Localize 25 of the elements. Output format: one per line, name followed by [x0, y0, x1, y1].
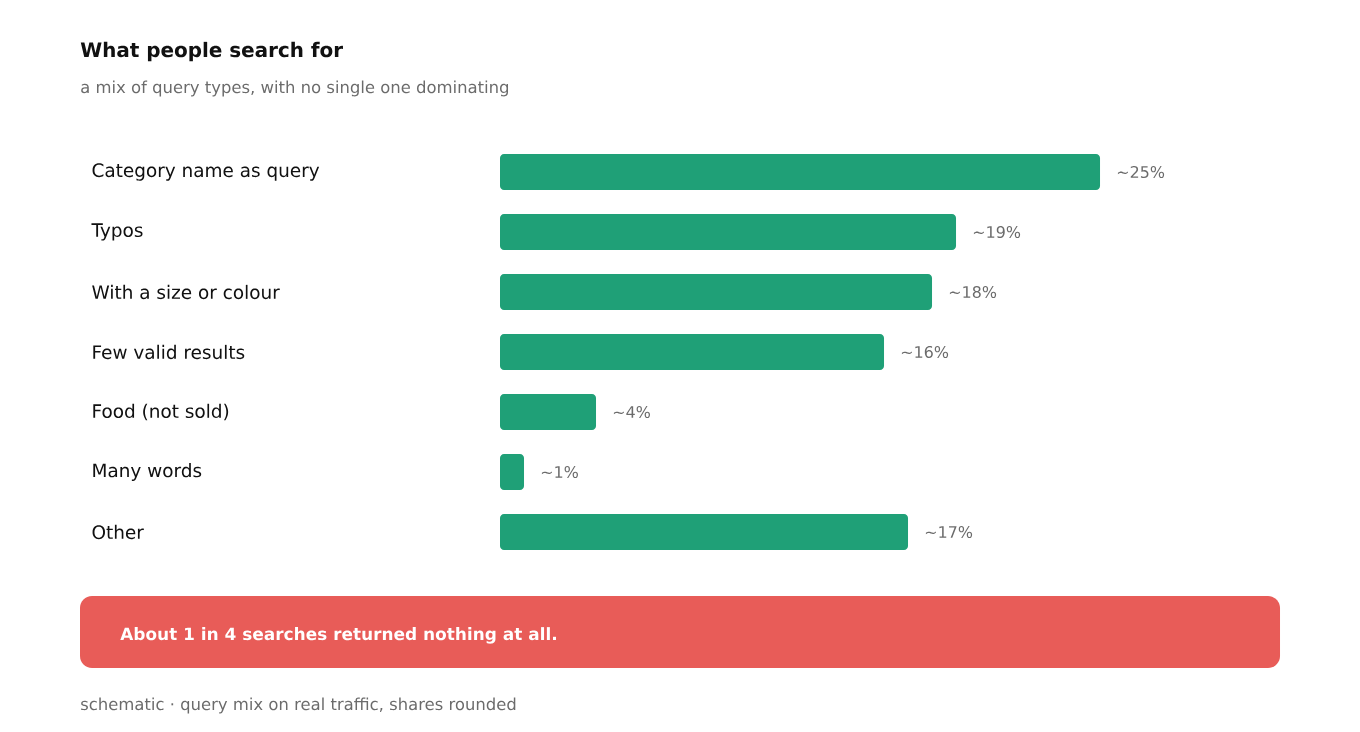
bar — [500, 333, 885, 370]
y-tick-label: Other — [92, 524, 144, 540]
bar — [500, 454, 525, 490]
bar — [500, 273, 933, 310]
data-label: ~16% — [901, 345, 949, 359]
text: What people search for — [80, 41, 343, 62]
y-tick-label: Few valid results — [93, 344, 245, 360]
y-tick-label: Category name as query — [92, 163, 320, 181]
bar — [500, 153, 1101, 190]
bar — [500, 514, 909, 550]
data-label: ~17% — [925, 525, 973, 539]
text: schematic · query mix on real traffic, shares rounded — [81, 697, 516, 714]
y-tick-label: Food (not sold) — [93, 403, 229, 421]
data-label: ~25% — [1117, 165, 1165, 179]
text: About 1 in 4 searches returned nothing at all. — [120, 627, 556, 644]
bar — [500, 394, 597, 430]
data-label: ~19% — [973, 225, 1021, 239]
bar — [500, 213, 957, 250]
text: a mix of query types, with no single one dominating — [81, 80, 509, 97]
y-tick-label: With a size or colour — [92, 284, 280, 300]
data-label: ~1% — [541, 465, 578, 479]
y-tick-label: Many words — [93, 463, 202, 481]
y-tick-label: Typos — [91, 223, 143, 241]
data-label: ~4% — [613, 405, 650, 419]
data-label: ~18% — [949, 285, 997, 299]
